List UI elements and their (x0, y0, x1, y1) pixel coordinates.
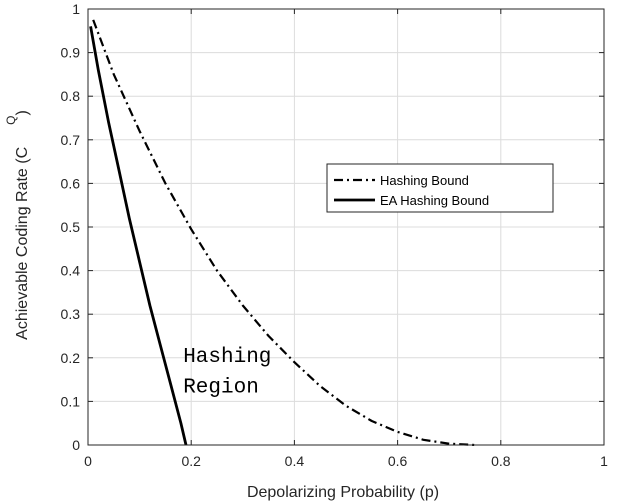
y-tick-label: 0.1 (61, 393, 81, 409)
plot-frame (87, 8, 605, 446)
y-tick-label: 1 (72, 1, 80, 17)
y-axis-label-text: Achievable Coding Rate (C (14, 147, 31, 340)
legend-label-ea-hashing-bound: EA Hashing Bound (380, 193, 489, 208)
x-tick-label: 1 (600, 453, 608, 469)
y-tick-label: 0.2 (61, 350, 81, 366)
x-tick-label: 0.2 (181, 453, 201, 469)
y-axis-label: Achievable Coding Rate (C Q) (4, 110, 31, 340)
y-tick-label: 0.3 (61, 306, 81, 322)
legend-label-hashing-bound: Hashing Bound (380, 173, 469, 188)
x-tick-label: 0.8 (491, 453, 511, 469)
y-tick-label: 0.8 (61, 88, 81, 104)
y-tick-label: 0.9 (61, 45, 81, 61)
annotation-region: Region (183, 377, 259, 400)
y-tick-label: 0.5 (61, 219, 81, 235)
y-tick-label: 0.6 (61, 175, 81, 191)
annotation-hashing: Hashing (183, 346, 271, 369)
series-line-ea-hashing-bound (89, 26, 188, 446)
y-tick-label: 0.4 (61, 263, 81, 279)
legend: Hashing Bound EA Hashing Bound (326, 163, 554, 213)
y-axis-label-subscript: Q (4, 115, 18, 124)
legend-box (326, 163, 554, 213)
x-axis-label: Depolarizing Probability (p) (247, 484, 439, 501)
annotations: Hashing Region (183, 346, 271, 400)
series (89, 19, 476, 447)
series-line-hashing-bound (92, 19, 476, 447)
y-tick-label: 0.7 (61, 132, 81, 148)
ticks: 0 0.2 0.4 0.6 0.8 1 0 0.1 0.2 0.3 0.4 0.5 0.6 0.7 0.8 0… (61, 1, 609, 469)
x-tick-label: 0.6 (388, 453, 408, 469)
svg-text:Achievable Coding Rate (CQ): Achievable Coding Rate (C Q) (4, 110, 31, 340)
y-tick-label: 0 (72, 437, 80, 453)
x-tick-label: 0 (84, 453, 92, 469)
y-axis-label-close: ) (14, 110, 31, 115)
x-tick-label: 0.4 (285, 453, 305, 469)
